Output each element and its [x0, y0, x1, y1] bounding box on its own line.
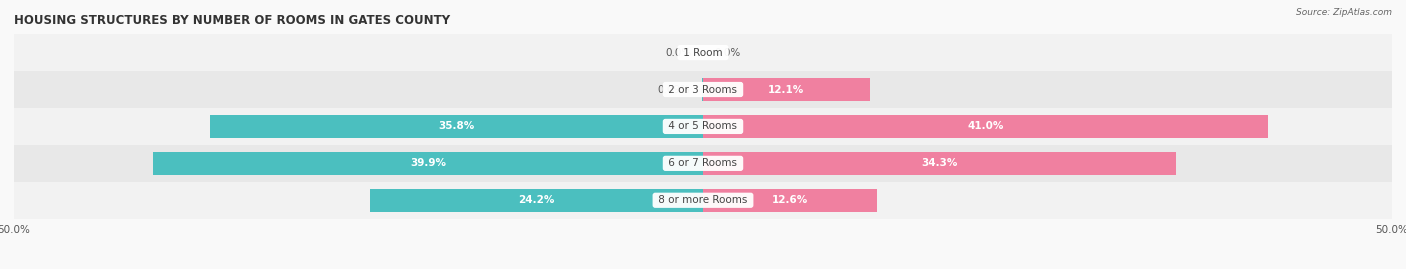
- Bar: [703, 115, 1268, 138]
- Text: 39.9%: 39.9%: [411, 158, 446, 168]
- Bar: [703, 78, 870, 101]
- Bar: [153, 152, 703, 175]
- Bar: [14, 34, 1392, 71]
- Text: HOUSING STRUCTURES BY NUMBER OF ROOMS IN GATES COUNTY: HOUSING STRUCTURES BY NUMBER OF ROOMS IN…: [14, 14, 450, 27]
- Bar: [209, 115, 703, 138]
- Text: 35.8%: 35.8%: [439, 121, 474, 132]
- Text: 34.3%: 34.3%: [921, 158, 957, 168]
- Text: 12.1%: 12.1%: [768, 84, 804, 94]
- Text: 24.2%: 24.2%: [517, 195, 554, 205]
- Text: 41.0%: 41.0%: [967, 121, 1004, 132]
- Text: 2 or 3 Rooms: 2 or 3 Rooms: [665, 84, 741, 94]
- Text: 0.0%: 0.0%: [714, 48, 741, 58]
- Text: 8 or more Rooms: 8 or more Rooms: [655, 195, 751, 205]
- Bar: [703, 189, 876, 212]
- Bar: [14, 145, 1392, 182]
- Bar: [14, 182, 1392, 219]
- Text: 0.09%: 0.09%: [658, 84, 690, 94]
- Text: 6 or 7 Rooms: 6 or 7 Rooms: [665, 158, 741, 168]
- Text: Source: ZipAtlas.com: Source: ZipAtlas.com: [1296, 8, 1392, 17]
- Text: 12.6%: 12.6%: [772, 195, 808, 205]
- Bar: [370, 189, 703, 212]
- Text: 0.0%: 0.0%: [665, 48, 692, 58]
- Bar: [14, 108, 1392, 145]
- Bar: [703, 152, 1175, 175]
- Text: 1 Room: 1 Room: [681, 48, 725, 58]
- Text: 4 or 5 Rooms: 4 or 5 Rooms: [665, 121, 741, 132]
- Bar: [14, 71, 1392, 108]
